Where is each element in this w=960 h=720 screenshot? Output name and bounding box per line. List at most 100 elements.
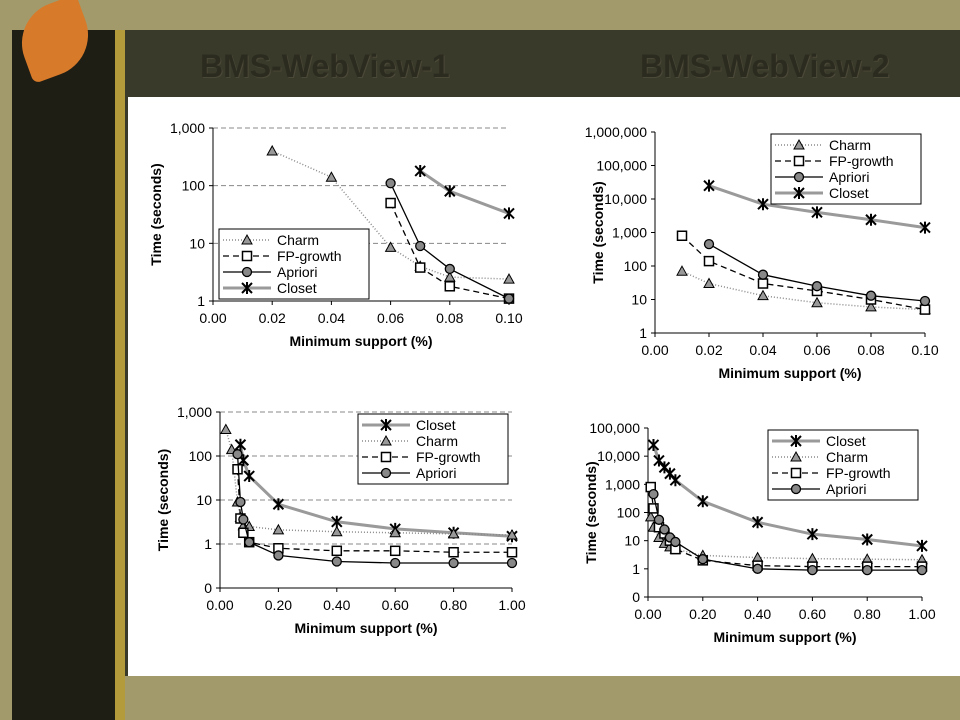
marker: [272, 523, 285, 535]
marker: [414, 164, 426, 177]
marker: [811, 281, 823, 292]
marker: [790, 467, 802, 479]
marker: [384, 241, 397, 252]
marker: [241, 233, 253, 245]
series-line: [390, 183, 510, 300]
marker: [644, 510, 657, 522]
x-tick-label: 1.00: [498, 597, 525, 613]
marker: [790, 450, 802, 462]
marker: [865, 290, 877, 301]
marker: [506, 557, 518, 569]
marker: [380, 434, 392, 446]
marker: [703, 238, 715, 250]
left-dark: [12, 30, 115, 720]
marker: [793, 187, 805, 199]
marker: [790, 483, 802, 495]
x-tick-label: 0.80: [854, 606, 881, 622]
series-line: [681, 270, 926, 311]
marker: [919, 304, 931, 315]
marker: [447, 527, 460, 539]
marker: [444, 281, 456, 292]
x-axis-label: Minimum support (%): [294, 620, 437, 636]
legend-label: FP-growth: [277, 248, 342, 264]
x-axis-label: Minimum support (%): [289, 333, 432, 349]
marker: [659, 524, 670, 535]
marker: [503, 293, 515, 304]
marker: [241, 250, 253, 262]
marker: [238, 514, 249, 525]
y-tick-label: 10: [631, 292, 647, 308]
marker: [238, 527, 249, 539]
legend-label: FP-growth: [829, 153, 894, 169]
marker: [806, 528, 819, 541]
marker: [757, 278, 769, 289]
y-tick-label: 10: [189, 235, 205, 251]
x-tick-label: 0.80: [440, 597, 467, 613]
y-tick-label: 1: [197, 293, 205, 309]
legend-label: Apriori: [829, 169, 869, 185]
marker: [390, 557, 401, 569]
marker: [648, 488, 659, 500]
marker: [241, 266, 253, 278]
legend-label: Charm: [829, 137, 871, 153]
marker: [235, 496, 246, 508]
series-line: [652, 493, 922, 571]
marker: [506, 546, 518, 558]
legend-label: Charm: [277, 232, 319, 248]
legend-label: FP-growth: [826, 465, 891, 481]
marker: [919, 221, 931, 234]
slide-title: BMS-WebView-1: [200, 48, 450, 84]
x-tick-label: 0.60: [382, 597, 409, 613]
y-tick-label: 1: [639, 325, 647, 341]
marker: [272, 498, 285, 511]
marker: [331, 556, 342, 567]
y-tick-label: 100: [189, 448, 213, 464]
marker: [676, 265, 688, 276]
marker: [757, 289, 769, 301]
marker: [243, 470, 255, 483]
y-tick-label: 1,000: [605, 476, 640, 492]
x-axis-label: Minimum support (%): [713, 629, 856, 645]
x-tick-label: 0.60: [799, 606, 826, 622]
y-tick-label: 0: [632, 589, 640, 605]
y-tick-label: 1,000,000: [585, 124, 647, 140]
marker: [703, 255, 715, 267]
marker: [448, 546, 459, 558]
x-tick-label: 0.08: [436, 310, 463, 326]
marker: [703, 277, 715, 289]
y-tick-label: 100,000: [596, 158, 647, 174]
legend-label: FP-growth: [416, 449, 481, 465]
left-strip: [0, 0, 12, 720]
marker: [330, 525, 343, 537]
x-tick-label: 0.04: [318, 310, 345, 326]
marker: [244, 537, 255, 548]
x-tick-label: 0.10: [495, 310, 522, 326]
x-tick-label: 0.00: [206, 597, 233, 613]
marker: [389, 526, 402, 538]
y-tick-label: 100: [617, 505, 641, 521]
marker: [676, 230, 688, 241]
y-axis-label: Time (seconds): [583, 461, 599, 563]
marker: [389, 545, 401, 557]
legend-label: Apriori: [416, 465, 456, 481]
marker: [793, 171, 805, 183]
marker: [811, 296, 823, 308]
marker: [503, 207, 515, 220]
x-tick-label: 0.00: [634, 606, 661, 622]
marker: [811, 206, 823, 219]
x-tick-label: 0.00: [199, 310, 226, 326]
x-tick-label: 0.20: [689, 606, 716, 622]
x-tick-label: 1.00: [908, 606, 935, 622]
marker: [241, 282, 253, 294]
marker: [653, 514, 665, 525]
marker: [793, 155, 805, 167]
legend-label: Charm: [826, 449, 868, 465]
marker: [385, 178, 396, 189]
marker: [670, 536, 681, 548]
y-axis-label: Time (seconds): [155, 449, 171, 551]
